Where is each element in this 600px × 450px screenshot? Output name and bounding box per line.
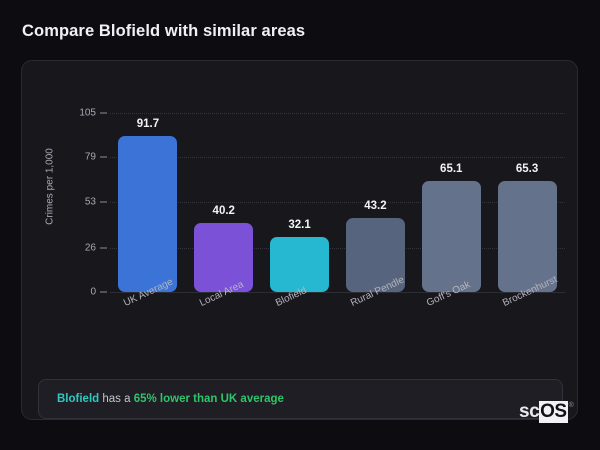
registered-trademark-icon: ® xyxy=(568,402,574,409)
insight-middle-text: has a xyxy=(99,393,134,405)
brand-mark: OS xyxy=(539,401,568,423)
insight-area-label: Blofield xyxy=(57,393,100,405)
y-axis-tick-mark xyxy=(100,291,107,293)
bar[interactable] xyxy=(118,135,178,292)
insight-delta-label: 65% lower than UK average xyxy=(133,393,284,405)
bar[interactable] xyxy=(270,237,330,292)
y-axis-title: Crimes per 1,000 xyxy=(44,148,56,225)
bar-value-label: 65.3 xyxy=(515,162,539,175)
y-axis-tick-label: 53 xyxy=(84,196,96,208)
y-axis-tick-label: 79 xyxy=(84,151,96,163)
bar[interactable] xyxy=(421,181,481,292)
y-axis-tick-mark xyxy=(100,156,107,158)
insight-text: Blofield has a 65% lower than UK average xyxy=(57,393,284,405)
axis-baseline xyxy=(110,292,565,293)
brand-prefix: sc xyxy=(519,401,540,422)
bar[interactable] xyxy=(194,223,254,292)
bar[interactable] xyxy=(345,218,405,292)
y-axis-tick-mark xyxy=(100,201,107,203)
bar-value-label: 65.1 xyxy=(440,163,463,176)
insight-banner: Blofield has a 65% lower than UK average xyxy=(38,379,563,419)
bar[interactable] xyxy=(497,180,557,292)
bar-value-label: 91.7 xyxy=(136,117,160,130)
y-axis-tick-label: 26 xyxy=(84,242,96,254)
y-axis-tick-mark xyxy=(100,247,107,249)
gridline xyxy=(110,157,565,159)
page-title: Compare Blofield with similar areas xyxy=(22,22,306,40)
y-axis-tick-mark xyxy=(100,112,107,114)
bar-chart: Crimes per 1,000 0 26 53 79 105 91.7 UK Avera… xyxy=(22,61,579,361)
y-axis-tick-label: 0 xyxy=(90,286,96,298)
bar-value-label: 32.1 xyxy=(288,219,311,232)
gridline xyxy=(110,201,565,203)
bar-value-label: 43.2 xyxy=(364,200,387,213)
brand-logo: sc OS ® xyxy=(519,401,574,423)
gridline xyxy=(110,113,565,114)
gridline xyxy=(110,247,565,249)
bar-value-label: 40.2 xyxy=(212,205,235,218)
chart-card: Crimes per 1,000 0 26 53 79 105 91.7 UK Avera… xyxy=(21,60,578,420)
y-axis-tick-label: 105 xyxy=(79,107,96,119)
